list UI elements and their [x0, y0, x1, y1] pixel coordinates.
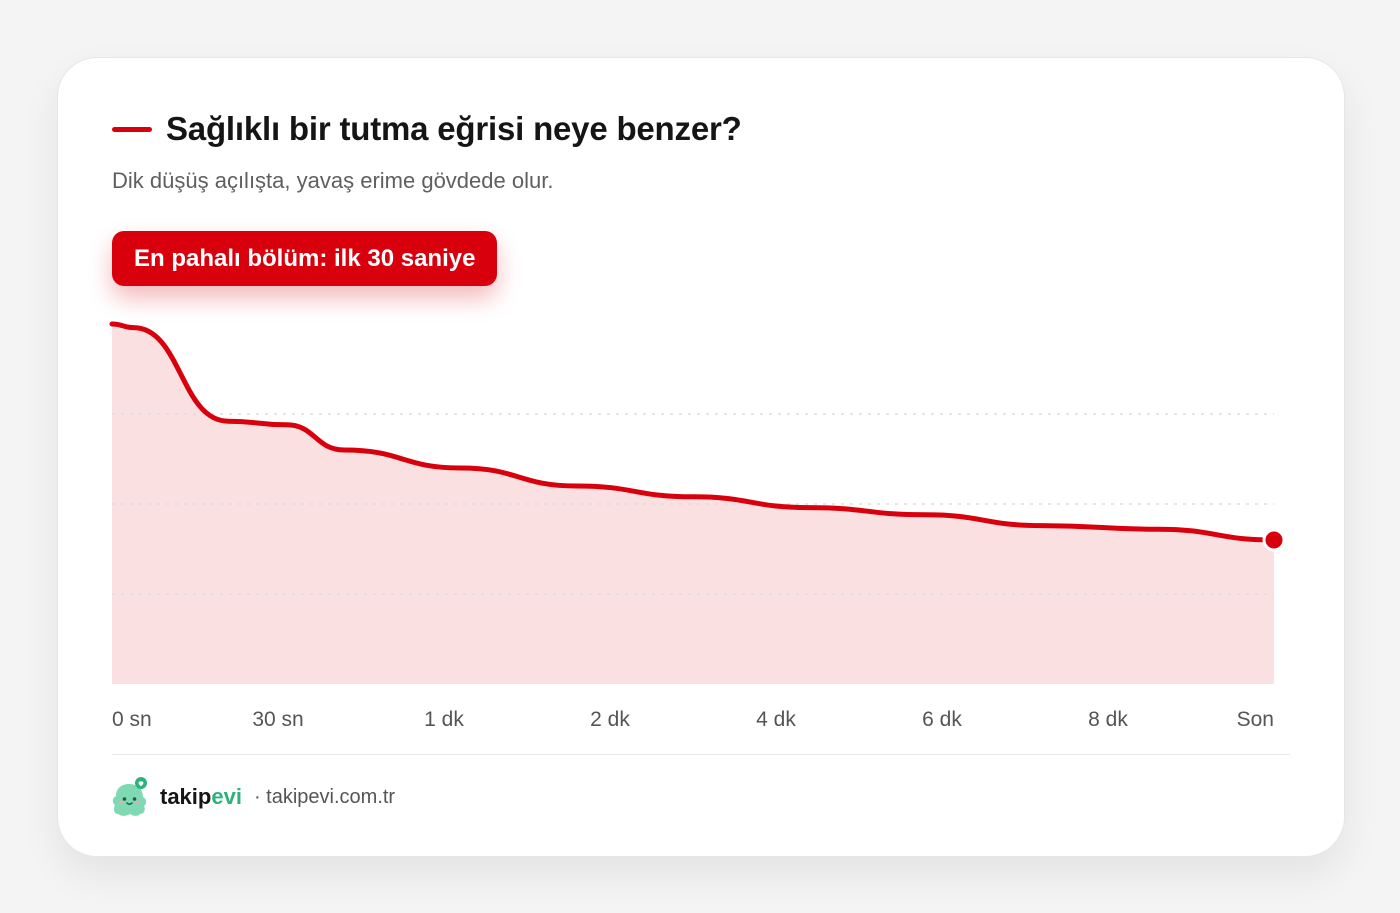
x-tick-label: Son — [1237, 708, 1274, 731]
x-tick-label: 6 dk — [922, 708, 962, 731]
chart-subtitle: Dik düşüş açılışta, yavaş erime gövdede … — [112, 168, 554, 193]
x-tick-label: 2 dk — [590, 708, 630, 731]
retention-chart: 0 sn 30 sn 1 dk 2 dk 4 dk 6 dk 8 dk Son — [109, 321, 1286, 731]
chart-title: Sağlıklı bir tutma eğrisi neye benzer? — [166, 110, 742, 147]
x-tick-label: 8 dk — [1088, 708, 1128, 731]
title-accent-dash — [112, 126, 152, 132]
x-tick-label: 1 dk — [424, 708, 464, 731]
ghost-mascot-icon — [112, 777, 147, 816]
x-tick-label: 30 sn — [252, 708, 303, 731]
end-point-marker — [1262, 528, 1286, 552]
retention-area — [112, 324, 1274, 684]
brand-part-2: evi — [211, 784, 242, 809]
site-url: · takipevi.com.tr — [253, 785, 396, 808]
footer: takipevi · takipevi.com.tr — [110, 776, 395, 818]
title-row: Sağlıklı bir tutma eğrisi neye benzer? — [112, 110, 742, 148]
brand-part-1: takip — [160, 784, 212, 809]
retention-line — [109, 321, 1277, 543]
brand-name: takipevi — [160, 784, 242, 810]
x-tick-label: 4 dk — [756, 708, 796, 731]
chart-card: Sağlıklı bir tutma eğrisi neye benzer? D… — [57, 57, 1345, 857]
footer-divider — [112, 754, 1290, 755]
highlight-badge: En pahalı bölüm: ilk 30 saniye — [112, 231, 498, 286]
x-tick-label: 0 sn — [112, 708, 152, 731]
